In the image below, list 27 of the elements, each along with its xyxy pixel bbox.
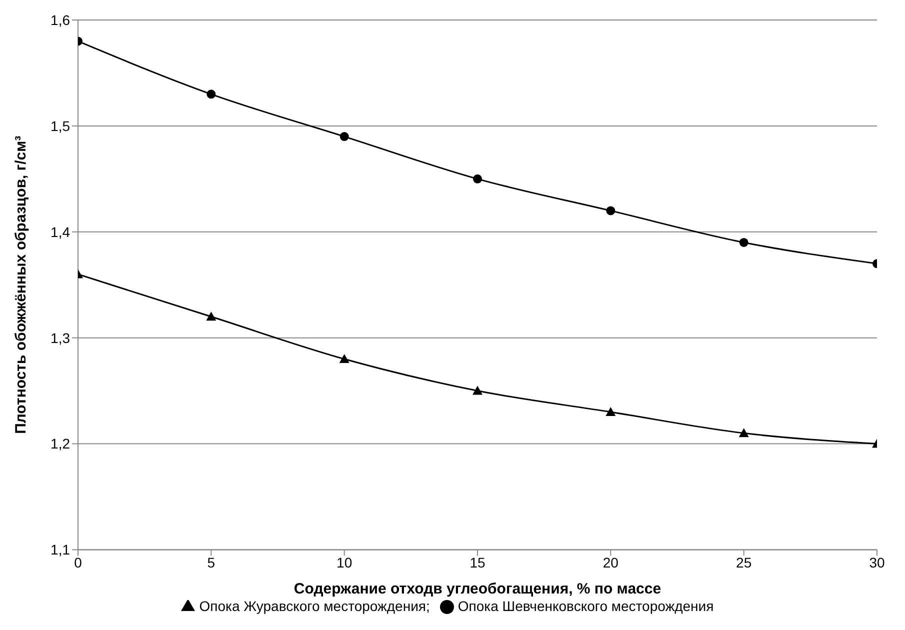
point (606, 206, 616, 216)
x-tick-label: 30 (869, 554, 885, 571)
legend-label: Опока Шевченковского месторождения (458, 598, 714, 614)
x-tick-label: 20 (602, 554, 619, 571)
x-tick-label: 5 (207, 554, 216, 571)
point (472, 386, 482, 395)
y-axis-title: Плотность обожжённых образцов, г/см³ (12, 136, 30, 434)
point (738, 428, 749, 438)
point (473, 174, 482, 184)
point (739, 238, 748, 247)
point (340, 132, 349, 142)
x-axis-title: Содержание отходв углеобогащения, % по массе (294, 580, 662, 598)
y-tick-label: 1,5 (50, 118, 70, 134)
legend-label: Опока Журавского месторождения; (199, 598, 430, 614)
y-tick-label: 1,3 (50, 330, 70, 346)
y-tick-label: 1,6 (50, 12, 70, 28)
x-tick-label: 10 (336, 554, 352, 571)
point (606, 406, 616, 416)
point (206, 312, 216, 321)
x-tick-label: 15 (470, 554, 486, 571)
y-tick-label: 1,4 (50, 224, 70, 240)
x-tick-label: 0 (74, 554, 82, 571)
y-tick-label: 1,2 (50, 436, 70, 452)
x-tick-label: 25 (736, 554, 752, 571)
y-tick-label: 1,1 (50, 542, 70, 558)
point (206, 90, 216, 99)
point (339, 354, 350, 364)
